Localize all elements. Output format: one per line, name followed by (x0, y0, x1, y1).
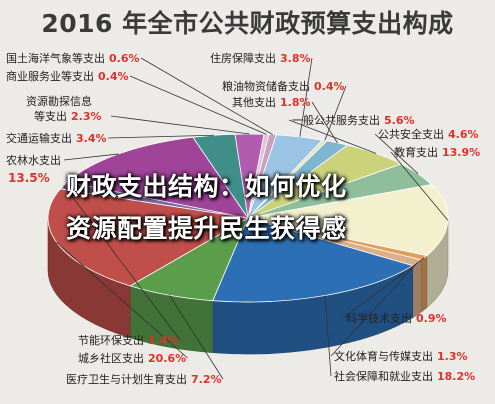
pie-slice-14-label: 住房保障支出 (210, 51, 276, 65)
pie-slice-3-value: 0.9% (416, 312, 447, 325)
pie-slice-8-label: 节能环保支出 (78, 333, 144, 347)
pie-slice-10-value: 3.4% (76, 132, 107, 145)
pie-slice-6-label: 医疗卫生与计划生育支出 (66, 372, 187, 386)
pie-slice-7-leader (56, 241, 188, 359)
pie-slice-11-label: 资源勘探信息 (26, 94, 92, 108)
pie-slice-10-leader (107, 134, 214, 139)
overlay-line-2: 资源配置提升民生获得感 (66, 214, 347, 243)
pie-slice-3-leader (342, 257, 425, 319)
pie-slice-15-label: 粮油物资储备支出 (222, 79, 310, 93)
overlay-caption: 财政支出结构：如何优化 资源配置提升民生获得感 (66, 166, 347, 250)
pie-slice-4-side (412, 259, 422, 319)
pie-slice-4-leader (330, 262, 418, 357)
pie-slice-16-value: 1.8% (280, 96, 311, 109)
pie-slice-0-value: 5.6% (384, 114, 415, 127)
pie-slice-6-leader (169, 295, 224, 380)
pie-slice-11-value: 2.3% (71, 110, 102, 123)
pie-slice-13-leader (140, 57, 273, 135)
pie-slice-9 (66, 136, 249, 219)
pie-slice-9-label: 农林水支出 (6, 153, 61, 167)
pie-slice-8-leader (63, 185, 181, 341)
pie-side-layer (47, 217, 449, 355)
pie-slice-12-leader (129, 75, 267, 135)
pie-slice-16 (247, 140, 349, 219)
chart-title: 2016 年全市公共财政预算支出构成 (41, 9, 454, 38)
pie-slice-5-leader (324, 295, 332, 377)
pie-slice-0-leader (288, 119, 377, 154)
pie-slice-3-label: 科学技术支出 (346, 311, 412, 325)
pie-slice-14-leader (299, 57, 313, 137)
pie-slice-2-value: 13.9% (442, 146, 480, 159)
pie-slice-7-label: 城乡社区支出 (78, 351, 144, 365)
pie-labels-layer: 一般公共服务支出 5.6%公共安全支出 4.6% 教育支出 13.9% 科学技术支出 0.9… (6, 51, 480, 386)
pie-slice-6-value: 7.2% (191, 373, 222, 386)
pie-slice-14-value: 3.8% (280, 52, 311, 65)
pie-slice-15-leader (324, 85, 347, 141)
pie-slice-8-value: 1.4% (148, 334, 179, 347)
pie-slice-11-leader (110, 115, 250, 135)
pie-slice-12-label: 商业服务业等支出 (6, 69, 94, 83)
pie-slice-13-value: 0.6% (109, 52, 140, 65)
overlay-line-1: 财政支出结构：如何优化 (66, 172, 347, 201)
pie-slice-7 (47, 188, 250, 287)
pie-slice-5-label: 社会保障和就业支出 (334, 369, 433, 383)
pie-slice-4-value: 1.3% (437, 350, 468, 363)
pie-slice-13-label: 国土海洋气象等支出 (6, 51, 105, 65)
pie-slice-16-label: 其他支出 (232, 95, 276, 109)
pie-top-layer (47, 133, 449, 303)
pie-slice-9-leader (63, 153, 119, 161)
pie-slice-11-label-2: 等支出 (34, 109, 67, 123)
pie-slice-4-label: 文化体育与传媒支出 (334, 349, 433, 363)
pie-slice-1-label: 公共安全支出 (378, 127, 444, 141)
pie-slice-16-leader (311, 101, 338, 144)
pie-slice-12-value: 0.4% (98, 70, 129, 83)
pie-slice-5-value: 18.2% (437, 370, 475, 383)
pie-slice-2-leader (390, 151, 449, 221)
pie-slice-10-label: 交通运输支出 (6, 131, 72, 145)
pie-slice-7-value: 20.6% (148, 352, 186, 365)
pie-slice-2-label: 教育支出 (394, 145, 438, 159)
pie-slice-9-value: 13.5% (8, 171, 50, 185)
pie-slice-15-value: 0.4% (314, 80, 345, 93)
pie-slice-1-value: 4.6% (448, 128, 479, 141)
pie-slice-3-side (421, 255, 428, 313)
pie-slice-0-label: 一般公共服务支出 (292, 113, 380, 127)
pie-slice-1-leader (374, 133, 419, 175)
pie-slice-5 (212, 217, 414, 303)
